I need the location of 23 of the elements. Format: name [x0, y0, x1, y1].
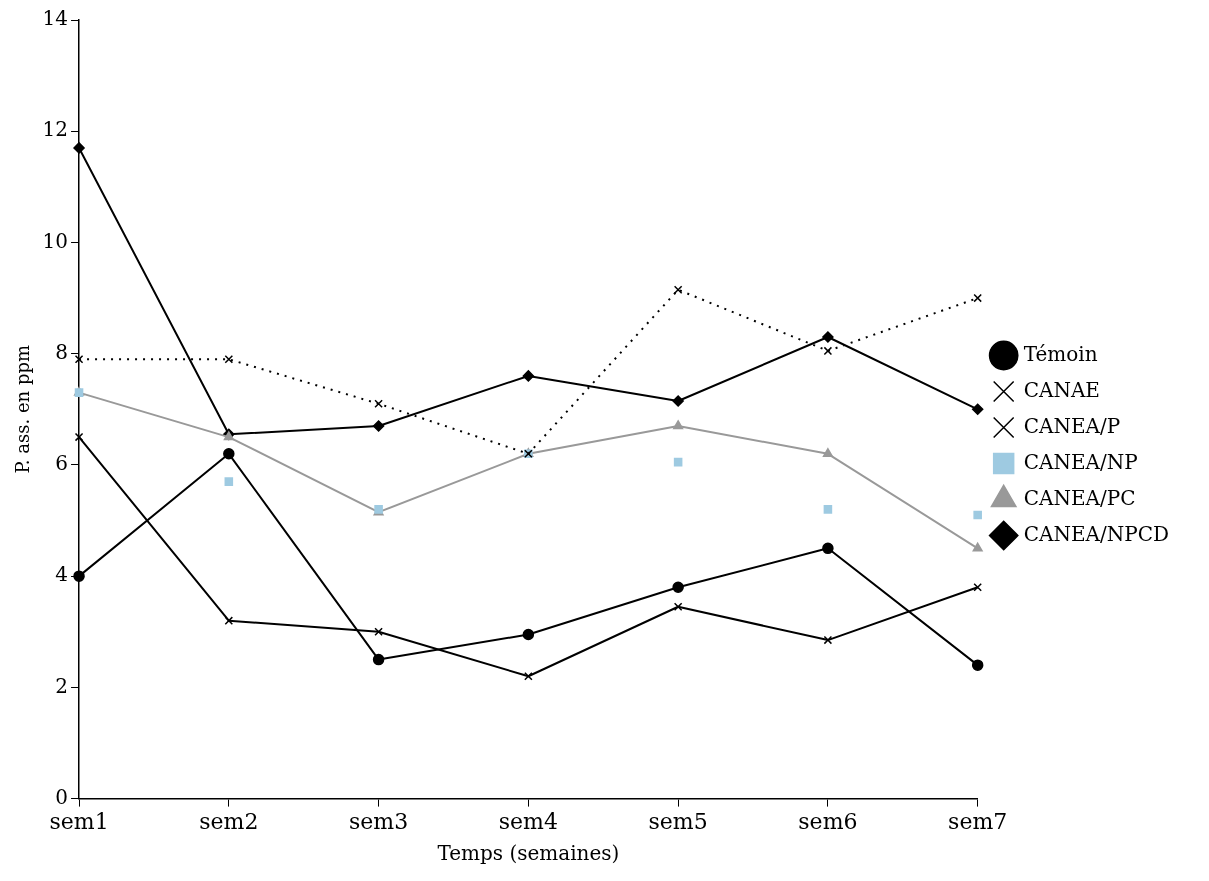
legend-label: CANAE — [1023, 377, 1100, 402]
y-tick-label: 12 — [42, 117, 69, 142]
legend-label: CANEA/NP — [1023, 449, 1138, 474]
legend-label: CANEA/P — [1023, 413, 1121, 438]
x-tick-label: sem1 — [49, 808, 109, 834]
y-tick-label: 0 — [55, 784, 69, 809]
x-tick-label: sem5 — [648, 808, 708, 834]
y-axis-title: P. ass. en ppm — [12, 344, 34, 474]
legend-label: CANEA/PC — [1023, 485, 1136, 510]
x-tick-label: sem3 — [349, 808, 409, 834]
y-tick-label: 4 — [55, 562, 69, 587]
y-tick-label: 10 — [42, 228, 69, 253]
x-tick-label: sem4 — [498, 808, 558, 834]
y-tick-label: 8 — [55, 339, 69, 364]
y-tick-label: 2 — [55, 673, 69, 698]
y-tick-label: 14 — [42, 6, 69, 31]
legend-label: CANEA/NPCD — [1023, 521, 1170, 546]
x-tick-label: sem2 — [199, 808, 259, 834]
x-axis-title: Temps (semaines) — [437, 841, 620, 866]
legend-label: Témoin — [1023, 341, 1098, 366]
x-tick-label: sem6 — [798, 808, 858, 834]
y-tick-label: 6 — [55, 451, 69, 476]
x-tick-label: sem7 — [948, 808, 1008, 834]
